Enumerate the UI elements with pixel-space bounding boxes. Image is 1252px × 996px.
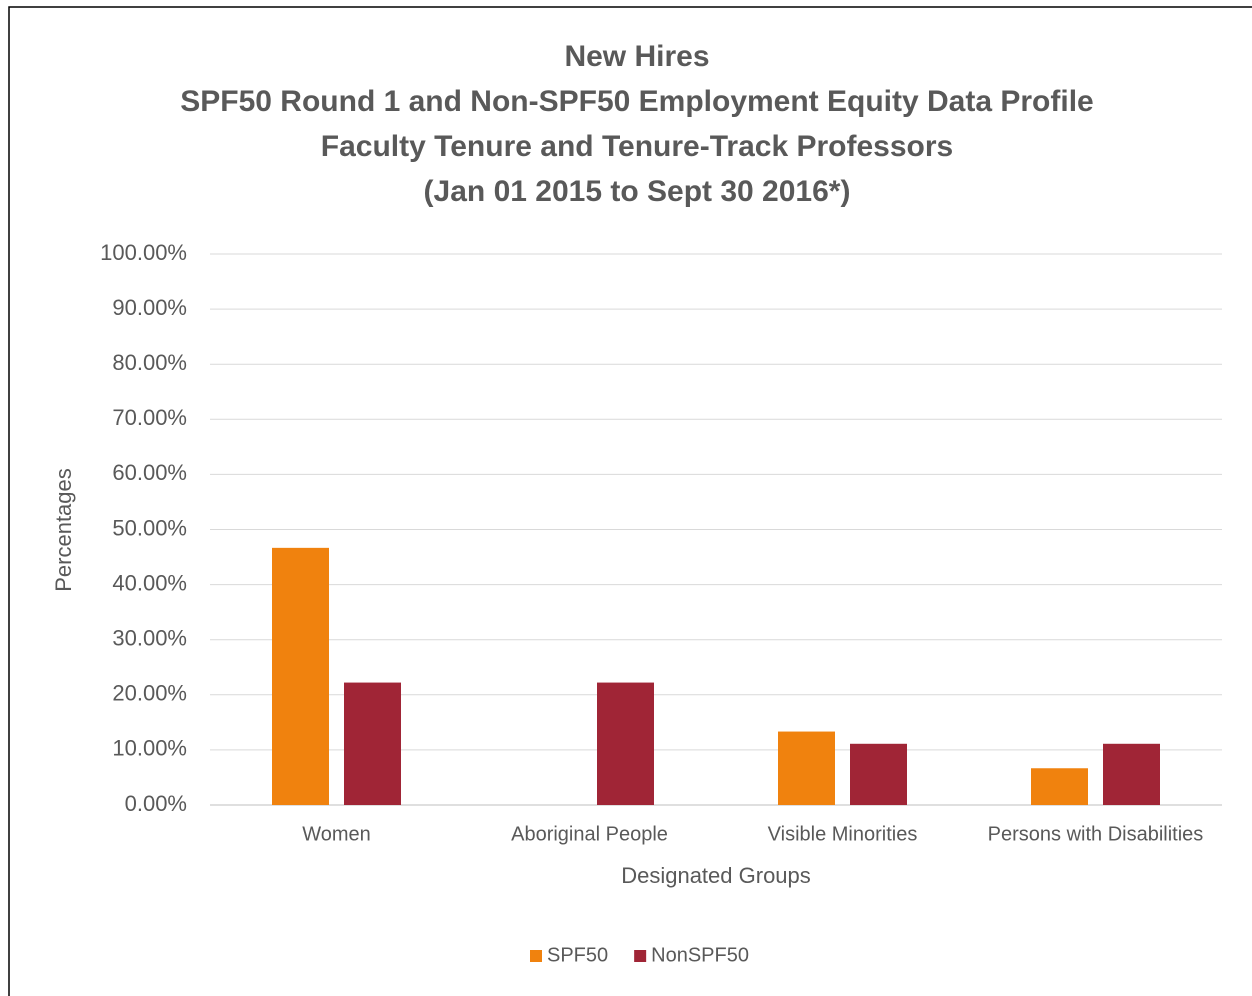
legend-label: SPF50 [547, 944, 608, 966]
bar [1031, 768, 1088, 805]
chart-title: (Jan 01 2015 to Sept 30 2016*) [424, 175, 851, 208]
chart-title: SPF50 Round 1 and Non-SPF50 Employment E… [180, 85, 1093, 118]
chart-title: New Hires [564, 40, 709, 73]
bar [1103, 743, 1160, 805]
x-tick-label: Persons with Disabilities [988, 823, 1204, 845]
x-tick-label: Visible Minorities [768, 823, 918, 845]
y-tick-label: 40.00% [112, 570, 187, 595]
bar [850, 743, 907, 805]
bar [778, 731, 835, 805]
x-tick-label: Women [302, 823, 371, 845]
y-tick-label: 100.00% [100, 240, 187, 265]
y-tick-label: 10.00% [112, 736, 187, 761]
y-tick-label: 90.00% [112, 295, 187, 320]
bar [597, 682, 654, 805]
y-tick-label: 0.00% [125, 791, 187, 816]
y-tick-label: 70.00% [112, 405, 187, 430]
y-axis-title: Percentages [51, 468, 76, 592]
legend-swatch [530, 950, 542, 962]
x-tick-label: Aboriginal People [511, 823, 668, 845]
y-tick-label: 30.00% [112, 626, 187, 651]
x-axis-title: Designated Groups [621, 863, 811, 888]
chart-border [8, 6, 1252, 996]
bar [272, 547, 329, 805]
y-tick-label: 60.00% [112, 460, 187, 485]
y-tick-label: 50.00% [112, 515, 187, 540]
y-tick-label: 80.00% [112, 350, 187, 375]
bar [344, 682, 401, 805]
y-tick-label: 20.00% [112, 681, 187, 706]
legend-swatch [634, 950, 647, 962]
legend-label: NonSPF50 [651, 944, 749, 966]
chart-title: Faculty Tenure and Tenure-Track Professo… [321, 130, 953, 163]
